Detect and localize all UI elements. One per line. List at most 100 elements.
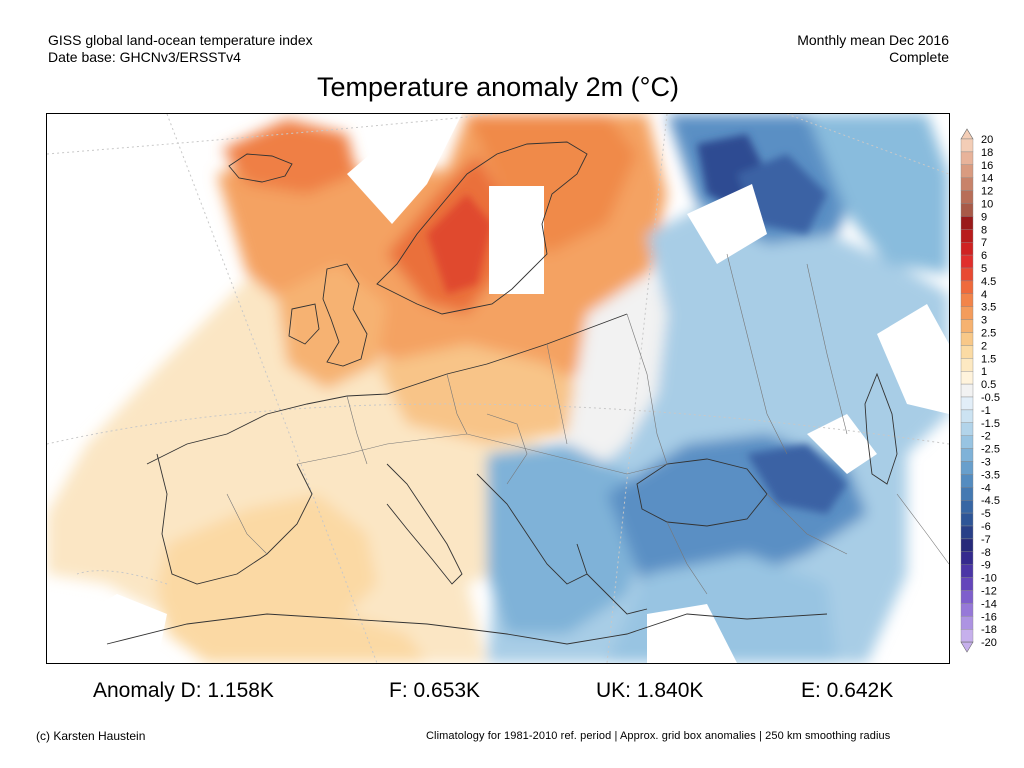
legend-swatch (960, 629, 974, 643)
legend-tick-label: -4 (981, 482, 991, 494)
legend-swatch (960, 564, 974, 578)
field-warm-uk (277, 264, 387, 389)
legend-tick-label: -18 (981, 624, 997, 636)
legend-swatch (960, 229, 974, 243)
legend-swatch (960, 164, 974, 178)
legend-tick-label: 12 (981, 186, 993, 198)
legend-swatch (960, 538, 974, 552)
legend-swatch (960, 500, 974, 514)
legend-tick-label: -14 (981, 598, 997, 610)
legend-tick-label: -0.5 (981, 392, 1000, 404)
legend-swatch (960, 370, 974, 385)
legend-swatch (960, 254, 974, 269)
legend-tick-label: -12 (981, 586, 997, 598)
border-line (346, 395, 368, 465)
legend-tick-label: -3 (981, 457, 991, 469)
nodata-sw-corner (47, 594, 167, 663)
nodata-levant (807, 414, 877, 474)
coastline-iberia (156, 453, 313, 585)
coastline-iceland (228, 153, 293, 183)
border-line (486, 413, 528, 485)
legend-tick-label: -10 (981, 573, 997, 585)
legend-arrow-up (960, 128, 974, 140)
completeness-label: Complete (889, 49, 949, 65)
legend-tick-label: 16 (981, 160, 993, 172)
legend-tick-label: 4 (981, 289, 987, 301)
field-warm-core-norway (427, 194, 492, 294)
legend-swatch (960, 280, 974, 294)
legend-tick-label: -7 (981, 534, 991, 546)
graticule-line (76, 570, 168, 585)
border-line (296, 433, 668, 475)
graticule-line (786, 114, 949, 175)
country-borders (226, 253, 949, 595)
graticule-line (47, 114, 498, 155)
regional-anomalies: Anomaly D: 1.158K F: 0.653K UK: 1.840K E… (0, 679, 1024, 705)
legend-swatch (960, 435, 974, 449)
legend-swatch (960, 177, 974, 191)
border-line (546, 343, 568, 445)
coastline-ireland (288, 303, 320, 345)
legend-swatch (960, 512, 974, 527)
legend-swatch (960, 474, 974, 488)
legend-tick-label: -9 (981, 560, 991, 572)
legend-tick-label: 3 (981, 315, 987, 327)
legend-tick-label: 2 (981, 340, 987, 352)
anomaly-germany: Anomaly D: 1.158K (93, 679, 274, 702)
field-warm-central (377, 344, 607, 444)
coastline-italy (386, 463, 463, 585)
field-warm-barents (467, 114, 637, 254)
legend-swatch (960, 358, 974, 372)
legend-tick-label: -1.5 (981, 418, 1000, 430)
legend-swatch (960, 577, 974, 591)
legend-tick-label: 14 (981, 173, 993, 185)
anomaly-uk: UK: 1.840K (596, 679, 704, 702)
period-info: Monthly mean Dec 2016 Complete (797, 32, 949, 66)
nodata-greenland-sea (347, 114, 462, 224)
legend-swatch (960, 203, 974, 217)
legend-swatch (960, 422, 974, 436)
map-title: Temperature anomaly 2m (°C) (317, 72, 679, 102)
graticule-line (606, 114, 668, 663)
legend-swatch (960, 461, 974, 475)
coastline-uk (322, 263, 368, 367)
coastline-scandinavia (376, 141, 588, 315)
legend-swatch (960, 332, 974, 346)
legend-swatch (960, 190, 974, 204)
legend-tick-label: -2.5 (981, 444, 1000, 456)
legend-swatch (960, 551, 974, 565)
border-line (226, 493, 268, 555)
anomaly-europe: E: 0.642K (801, 679, 894, 702)
coastline-caspian (864, 372, 898, 485)
period-label: Monthly mean Dec 2016 (797, 32, 949, 48)
legend-tick-label: 6 (981, 250, 987, 262)
field-cold-core-caspian (747, 444, 847, 514)
legend-swatch (960, 590, 974, 604)
nodata-finland (489, 186, 544, 294)
legend-tick-label: 7 (981, 237, 987, 249)
legend-swatch (960, 151, 974, 165)
legend-tick-label: 8 (981, 224, 987, 236)
field-warm-iberia (157, 494, 427, 663)
legend-tick-label: -6 (981, 521, 991, 533)
legend-tick-label: -16 (981, 611, 997, 623)
legend-swatch (960, 616, 974, 630)
color-legend: 20 18 16 14 12 10 9 8 7 6 5 4.5 4 3.5 3 2.5 2 1.5 1 0.5 -0.5… (955, 127, 1015, 657)
missing-data-patches (47, 114, 949, 663)
legend-swatch (960, 525, 974, 540)
legend-tick-label: 9 (981, 211, 987, 223)
coastline-continent (146, 313, 628, 465)
legend-tick-label: 18 (981, 147, 993, 159)
legend-swatch (960, 241, 974, 256)
anomaly-map (46, 113, 950, 664)
coastline-aegean (586, 573, 648, 615)
legend-tick-label: 2.5 (981, 328, 996, 340)
legend-swatch (960, 487, 974, 501)
copyright-label: (c) Karsten Haustein (36, 729, 146, 743)
anomaly-map-svg (47, 114, 949, 663)
legend-tick-label: -8 (981, 547, 991, 559)
coastline-n-africa (106, 613, 828, 645)
legend-tick-label: 3.5 (981, 302, 996, 314)
nodata-arctic-east (687, 184, 767, 264)
border-line (766, 493, 848, 555)
